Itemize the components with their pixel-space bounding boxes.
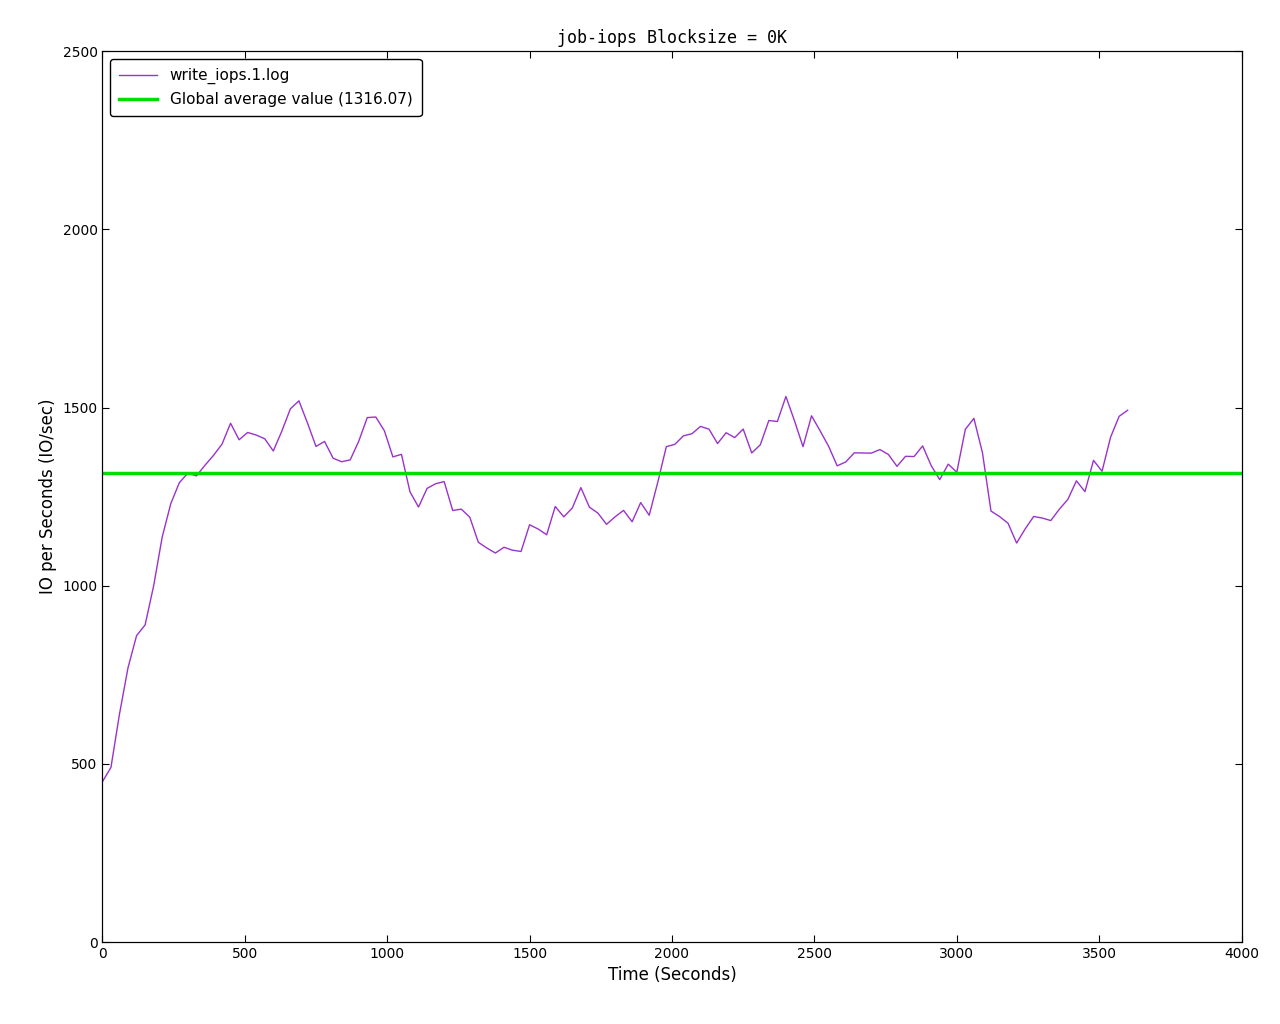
write_iops.1.log [1060,494,1075,506]
write_iops.1.log [95,775,110,787]
Y-axis label: IO per Seconds (IO/sec): IO per Seconds (IO/sec) [38,399,56,594]
write_iops.1.log [795,440,810,453]
Legend: write_iops.1.log, Global average value (1316.07): write_iops.1.log, Global average value (… [110,58,421,116]
write_iops.1.log [778,390,794,402]
write_iops.1.log [334,456,349,468]
X-axis label: Time (Seconds): Time (Seconds) [608,967,736,984]
write_iops.1.log [530,523,545,536]
Global average value (1316.07) [95,467,110,479]
Title: job-iops Blocksize = 0K: job-iops Blocksize = 0K [557,29,787,47]
write_iops.1.log [736,423,751,435]
Line: write_iops.1.log: write_iops.1.log [102,396,1128,781]
write_iops.1.log [1120,404,1135,417]
write_iops.1.log [197,459,212,471]
Global average value (1316.07) [95,467,110,479]
